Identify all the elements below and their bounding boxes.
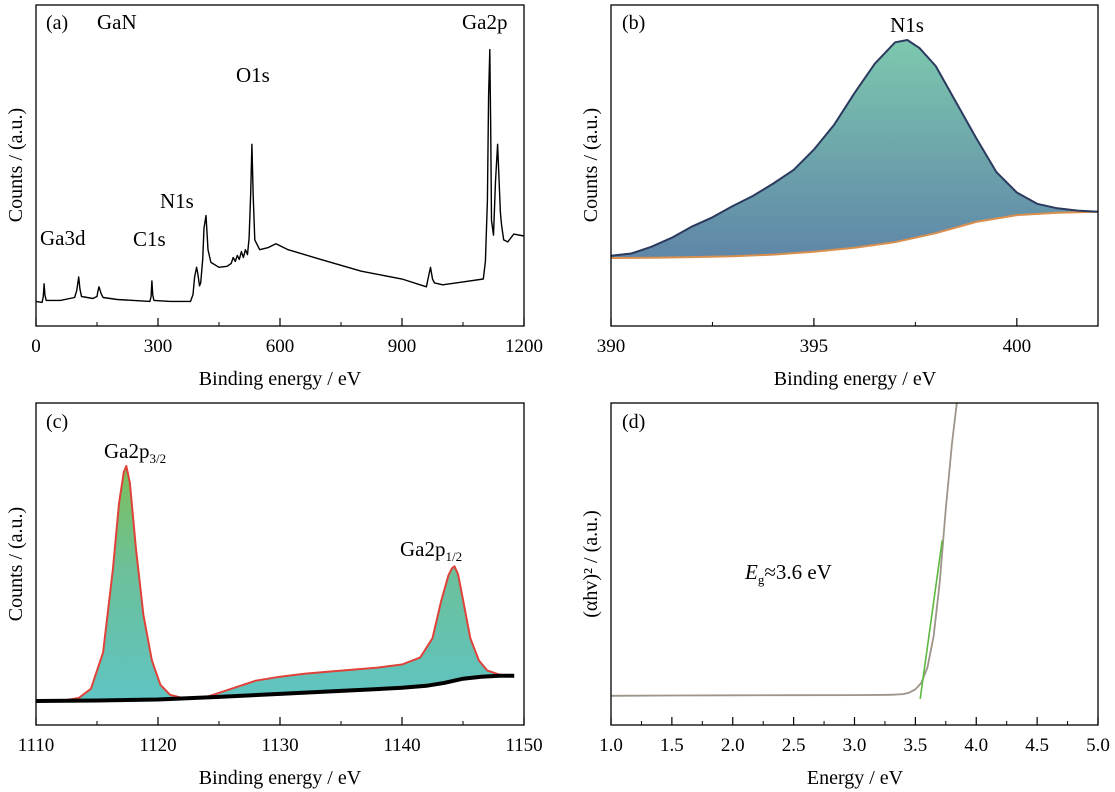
panel-d-y-axis-title: (αhv)² / (a.u.) (580, 510, 602, 618)
panel-d-tick-label: 2.0 (721, 735, 745, 756)
bandgap-value: ≈3.6 eV (764, 560, 832, 584)
panel-c-plot-area (35, 465, 515, 703)
panel-a-y-axis-title: Counts / (a.u.) (5, 108, 27, 222)
panel-c: 1110 1120 1130 1140 1150 (c) Ga2p3/2Ga2p1/2 … (5, 402, 543, 789)
panel-b-x-axis-title: Binding energy / eV (774, 368, 937, 390)
peak-label-subscript: 3/2 (150, 451, 167, 466)
panel-a: 0 300 600 900 1200 (a) GaN Ga3d C1s N1s O1s Ga2p… (5, 4, 543, 390)
ga2p-spectrum-line (36, 465, 515, 702)
panel-a-peak-label-o1s: O1s (236, 63, 270, 87)
panel-b-plot-area (610, 39, 1099, 259)
panel-b: 390 395 400 (b) N1s Binding energy / eV Co… (580, 4, 1099, 390)
panel-d-tick-label: 1.0 (599, 735, 623, 756)
panel-a-tag: (a) (46, 12, 68, 34)
panel-a-tick-label: 1200 (505, 336, 543, 357)
panel-a-peak-label-n1s: N1s (160, 189, 194, 213)
panel-c-x-axis-title: Binding energy / eV (199, 767, 362, 789)
panel-b-y-axis-title: Counts / (a.u.) (580, 108, 602, 222)
peak-label-main: Ga2p (400, 537, 446, 561)
panel-d-bandgap-annotation: Eg≈3.6 eV (744, 560, 832, 587)
panel-a-peak-label-ga3d: Ga3d (40, 226, 86, 250)
panel-a-tick-label: 300 (144, 336, 173, 357)
panel-a-frame (35, 4, 525, 327)
panel-b-peak-labels: N1s (890, 13, 924, 37)
panel-c-tick-label: 1110 (18, 735, 55, 756)
panel-c-tick-label: 1150 (505, 735, 542, 756)
panel-d-tick-label: 5.0 (1086, 735, 1110, 756)
panel-c-tick-label: 1140 (383, 735, 420, 756)
panel-d-x-axis-title: Energy / eV (807, 767, 904, 789)
panel-b-peak-label-n1s: N1s (890, 13, 924, 37)
panel-d-frame (610, 402, 1099, 726)
panel-a-peak-label-ga2p: Ga2p (462, 10, 508, 34)
survey-spectrum-line (35, 48, 525, 304)
panel-c-peak-label-1: Ga2p1/2 (400, 537, 462, 564)
panel-b-tick-label: 390 (597, 336, 626, 357)
n1s-background-line (610, 210, 1099, 259)
panel-b-tick-label: 400 (1003, 336, 1032, 357)
panel-b-frame (610, 4, 1099, 327)
panel-c-peak-label-0: Ga2p3/2 (104, 439, 166, 466)
absorption-curve-line (610, 402, 958, 697)
tauc-linear-fit-line (919, 540, 943, 700)
panel-d-tick-label: 2.5 (782, 735, 806, 756)
panel-a-x-ticks: 0 300 600 900 1200 (31, 318, 543, 357)
panel-d: 1.0 1.5 2.0 2.5 3.0 3.5 4.0 4.5 5.0 (d) Eg≈3.6 e… (580, 402, 1110, 789)
panel-b-tag: (b) (622, 12, 645, 34)
panel-a-tick-label: 600 (266, 336, 295, 357)
panel-d-plot-area (610, 402, 958, 700)
panel-d-tick-label: 3.5 (904, 735, 928, 756)
panel-a-plot-area (35, 48, 525, 304)
ga2p-peak-fill (36, 466, 515, 701)
panel-c-tag: (c) (46, 411, 68, 433)
panel-a-peak-labels: Ga3d C1s N1s O1s Ga2p (40, 10, 508, 251)
panel-a-peak-label-c1s: C1s (133, 227, 166, 251)
panel-a-sample-label: GaN (97, 10, 137, 34)
bandgap-subscript: g (758, 572, 765, 587)
panel-c-x-ticks: 1110 1120 1130 1140 1150 (18, 717, 543, 756)
panel-c-tick-label: 1130 (261, 735, 298, 756)
panel-d-x-ticks: 1.0 1.5 2.0 2.5 3.0 3.5 4.0 4.5 5.0 (599, 717, 1110, 756)
panel-d-tick-label: 4.0 (964, 735, 988, 756)
panel-a-tick-label: 0 (31, 336, 41, 357)
ga2p-background-line (35, 673, 515, 703)
n1s-peak-fill (611, 40, 1098, 258)
peak-label-subscript: 1/2 (446, 549, 463, 564)
panel-d-tick-label: 3.0 (843, 735, 867, 756)
n1s-spectrum-line (610, 39, 1099, 257)
panel-d-tick-label: 1.5 (660, 735, 684, 756)
panel-b-x-ticks: 390 395 400 (597, 318, 1031, 357)
peak-label-main: Ga2p (104, 439, 150, 463)
panel-b-tick-label: 395 (800, 336, 829, 357)
panel-a-tick-label: 900 (388, 336, 417, 357)
panel-c-y-axis-title: Counts / (a.u.) (5, 507, 27, 621)
panel-d-tick-label: 4.5 (1025, 735, 1049, 756)
panel-a-x-axis-title: Binding energy / eV (199, 368, 362, 390)
panel-c-tick-label: 1120 (139, 735, 176, 756)
bandgap-symbol: E (744, 560, 758, 584)
panel-d-tag: (d) (622, 411, 645, 433)
